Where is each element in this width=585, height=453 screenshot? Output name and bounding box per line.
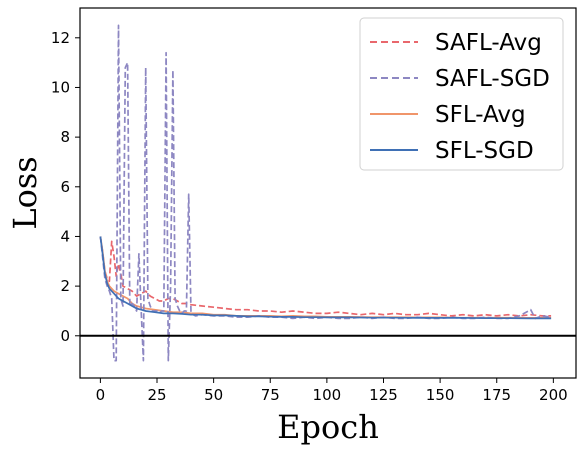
legend-label-sfl-avg: SFL-Avg [435,102,526,128]
x-tick-label: 75 [261,386,280,404]
y-axis-title: Loss [6,156,44,229]
y-tick-label: 2 [60,277,70,295]
y-tick-label: 6 [60,178,70,196]
x-tick-label: 25 [147,386,166,404]
series-lines [99,24,552,362]
series-line-sfl-sgd [99,236,552,320]
x-tick-label: 0 [96,386,106,404]
x-tick-label: 125 [369,386,398,404]
y-tick-label: 0 [60,327,70,345]
y-axis-ticks: 0 2 4 6 8 10 12 [51,29,80,345]
legend-label-safl-avg: SAFL-Avg [435,30,542,56]
x-tick-label: 100 [313,386,342,404]
x-tick-label: 200 [539,386,568,404]
y-tick-label: 4 [60,227,70,245]
series-line-safl-avg [99,236,552,317]
legend-label-sfl-sgd: SFL-SGD [435,138,534,164]
y-tick-label: 10 [51,78,70,96]
legend-box [359,17,564,171]
plot-frame [79,7,577,379]
x-tick-label: 50 [204,386,223,404]
x-axis-ticks: 0 25 50 75 100 125 150 175 200 [96,378,568,404]
legend: SAFL-Avg SAFL-SGD SFL-Avg SFL-SGD [359,17,564,171]
x-tick-label: 175 [482,386,511,404]
y-tick-label: 12 [51,29,70,47]
x-axis-title: Epoch [277,408,379,446]
x-tick-label: 150 [426,386,455,404]
legend-label-safl-sgd: SAFL-SGD [435,66,550,92]
y-tick-label: 8 [60,128,70,146]
